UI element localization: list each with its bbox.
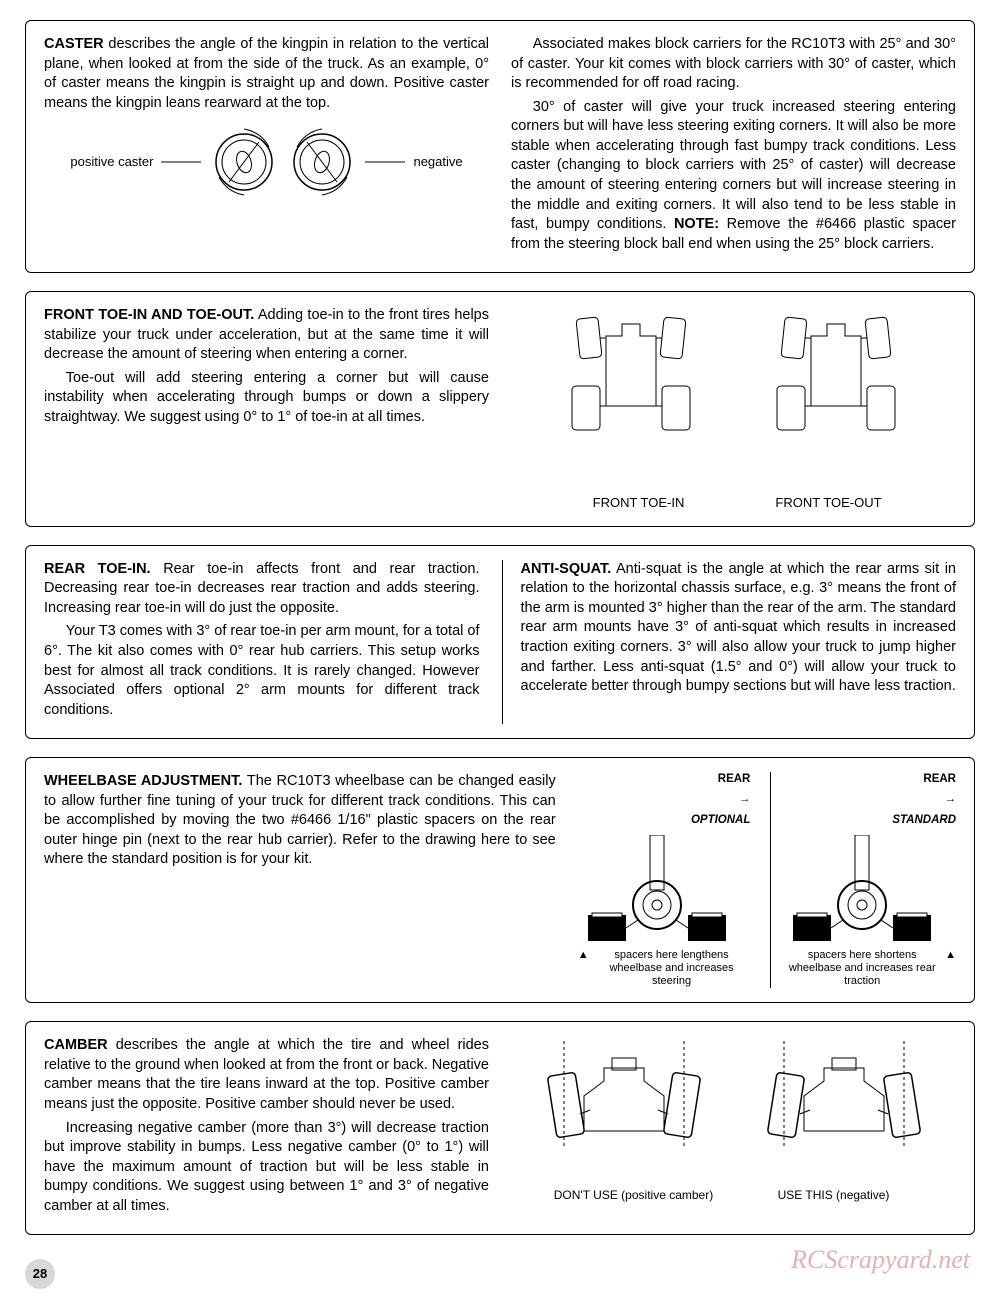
wb-caption-left: spacers here lengthens wheelbase and inc…: [593, 949, 751, 989]
wheelbase-standard-panel: REAR → STANDARD: [770, 772, 956, 988]
arrow-up-icon: ▲: [578, 949, 589, 962]
positive-caster-label: positive caster: [70, 153, 153, 171]
anti-squat-para: ANTI-SQUAT. Anti-squat is the angle at w…: [521, 560, 957, 697]
rear-toe-col: REAR TOE-IN. Rear toe-in affects front a…: [44, 560, 480, 725]
leader-line-icon: [161, 158, 201, 166]
rear-toe-para2: Your T3 comes with 3° of rear toe-in per…: [44, 622, 480, 720]
wheelbase-diagram-col: REAR → OPTIONAL: [578, 772, 956, 988]
negative-camber-icon: [754, 1036, 934, 1151]
negative-caster-label: negative: [413, 153, 462, 171]
watermark: RCScrapyard.net: [791, 1242, 970, 1277]
wb-caption-right: spacers here shortens wheelbase and incr…: [783, 949, 941, 989]
leader-line-icon: [365, 158, 405, 166]
caster-right-p1: Associated makes block carriers for the …: [511, 35, 956, 94]
positive-caster-icon: [209, 127, 279, 197]
caster-right-col: Associated makes block carriers for the …: [511, 35, 956, 258]
arrow-up-icon: ▲: [945, 949, 956, 962]
wheelbase-text-col: WHEELBASE ADJUSTMENT. The RC10T3 wheelba…: [44, 772, 556, 988]
rear-antisquat-section: REAR TOE-IN. Rear toe-in affects front a…: [25, 545, 975, 740]
negative-caster-icon: [287, 127, 357, 197]
toe-section: FRONT TOE-IN AND TOE-OUT. Adding toe-in …: [25, 291, 975, 527]
camber-para2: Increasing negative camber (more than 3°…: [44, 1119, 489, 1217]
toe-para2: Toe-out will add steering entering a cor…: [44, 369, 489, 428]
caster-right-p2: 30° of caster will give your truck incre…: [511, 98, 956, 255]
camber-use-label: USE THIS (negative): [744, 1187, 924, 1203]
wheelbase-para: WHEELBASE ADJUSTMENT. The RC10T3 wheelba…: [44, 772, 556, 870]
caster-heading: CASTER: [44, 36, 104, 52]
wheelbase-section: WHEELBASE ADJUSTMENT. The RC10T3 wheelba…: [25, 757, 975, 1003]
anti-squat-col: ANTI-SQUAT. Anti-squat is the angle at w…: [502, 560, 957, 725]
caster-left-col: CASTER describes the angle of the kingpi…: [44, 35, 489, 258]
camber-section: CAMBER describes the angle at which the …: [25, 1021, 975, 1235]
toe-out-label: FRONT TOE-OUT: [754, 494, 904, 512]
caster-section: CASTER describes the angle of the kingpi…: [25, 20, 975, 273]
toe-in-label: FRONT TOE-IN: [564, 494, 714, 512]
toe-text-col: FRONT TOE-IN AND TOE-OUT. Adding toe-in …: [44, 306, 489, 512]
caster-diagram: positive caster: [44, 127, 489, 197]
toe-diagram-col: FRONT TOE-IN FRONT TOE-OUT: [511, 306, 956, 512]
camber-dont-label: DON'T USE (positive camber): [544, 1187, 724, 1203]
optional-label: OPTIONAL: [578, 813, 751, 829]
wheelbase-optional-panel: REAR → OPTIONAL: [578, 772, 751, 988]
camber-para1: CAMBER describes the angle at which the …: [44, 1036, 489, 1114]
toe-out-icon: [761, 306, 911, 436]
camber-text-col: CAMBER describes the angle at which the …: [44, 1036, 489, 1220]
standard-label: STANDARD: [783, 813, 956, 829]
toe-in-icon: [556, 306, 706, 436]
wheelbase-standard-icon: [783, 835, 943, 945]
page-number: 28: [25, 1259, 55, 1289]
rear-label: REAR: [923, 772, 956, 788]
camber-diagram-col: DON'T USE (positive camber) USE THIS (ne…: [511, 1036, 956, 1220]
positive-camber-icon: [534, 1036, 714, 1151]
rear-toe-para1: REAR TOE-IN. Rear toe-in affects front a…: [44, 560, 480, 619]
toe-para1: FRONT TOE-IN AND TOE-OUT. Adding toe-in …: [44, 306, 489, 365]
wheelbase-optional-icon: [578, 835, 738, 945]
rear-label: REAR: [718, 772, 751, 788]
caster-para1: CASTER describes the angle of the kingpi…: [44, 35, 489, 113]
